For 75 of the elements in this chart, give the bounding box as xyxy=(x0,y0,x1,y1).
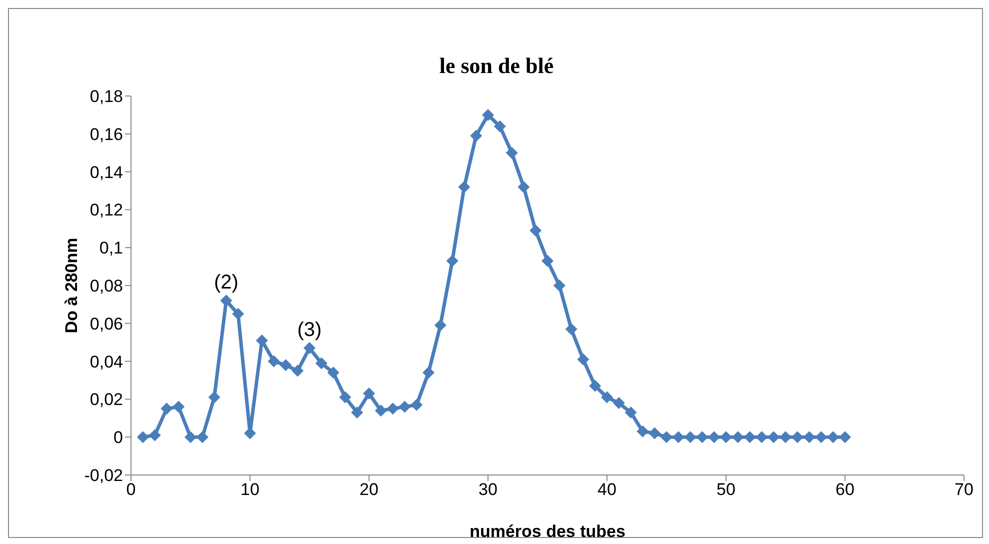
point xyxy=(720,431,732,444)
point xyxy=(648,427,661,440)
x-tick-label: 50 xyxy=(716,480,736,500)
x-tick-label: 30 xyxy=(478,480,498,500)
point xyxy=(398,400,411,413)
annotation: (2) xyxy=(214,272,238,294)
point xyxy=(232,308,244,320)
y-tick-label: 0,14 xyxy=(90,162,123,182)
point xyxy=(696,431,708,444)
point xyxy=(780,431,792,444)
point xyxy=(589,380,602,392)
point xyxy=(184,431,196,444)
point xyxy=(660,431,672,444)
point xyxy=(506,146,518,159)
point xyxy=(292,364,304,377)
x-tick-label: 60 xyxy=(836,480,854,500)
chart-title: le son de blé xyxy=(438,53,555,79)
y-tick-label: -0,02 xyxy=(84,466,123,486)
y-axis-title: Do à 280nm xyxy=(62,238,82,334)
y-tick-label: 0,18 xyxy=(90,87,123,106)
point xyxy=(815,431,828,444)
point xyxy=(422,366,434,379)
point xyxy=(327,366,340,379)
point xyxy=(351,406,364,418)
point xyxy=(601,391,613,404)
y-tick-label: 0 xyxy=(114,428,123,448)
point xyxy=(494,120,506,132)
point xyxy=(374,404,387,417)
y-tick-label: 0,04 xyxy=(90,352,123,372)
point xyxy=(803,431,816,444)
point xyxy=(172,400,185,413)
point xyxy=(280,359,292,372)
point xyxy=(458,180,470,193)
point xyxy=(363,388,375,400)
y-tick-label: 0,12 xyxy=(90,200,123,220)
point xyxy=(315,357,328,370)
y-tick-label: 0,16 xyxy=(90,124,123,144)
y-tick-label: 0,02 xyxy=(90,390,123,410)
y-tick-label: 0,08 xyxy=(90,276,123,296)
point xyxy=(470,130,482,142)
point xyxy=(148,429,161,442)
point xyxy=(756,431,768,444)
point xyxy=(386,402,399,415)
point xyxy=(410,398,423,411)
point xyxy=(160,402,173,415)
point xyxy=(482,108,494,121)
x-tick-label: 20 xyxy=(360,480,378,500)
point xyxy=(268,355,280,368)
point xyxy=(624,406,637,418)
point xyxy=(434,319,446,332)
point xyxy=(339,391,352,404)
point xyxy=(636,425,649,438)
point xyxy=(446,254,458,267)
point xyxy=(530,224,542,237)
point xyxy=(684,431,696,444)
point xyxy=(612,396,625,409)
point xyxy=(136,431,149,444)
point xyxy=(744,431,756,444)
point xyxy=(577,353,590,366)
point xyxy=(518,180,530,193)
y-tick-label: 0,06 xyxy=(90,314,123,334)
point xyxy=(553,280,566,292)
y-tick-label: 0,1 xyxy=(99,238,123,258)
point xyxy=(565,323,578,336)
point xyxy=(839,431,851,444)
point xyxy=(220,294,232,307)
annotation: (3) xyxy=(297,319,322,342)
x-axis-title: numéros des tubes xyxy=(470,522,626,541)
x-tick-label: 70 xyxy=(954,480,974,500)
point xyxy=(542,254,554,267)
x-tick-label: 0 xyxy=(126,480,136,500)
x-tick-label: 10 xyxy=(240,480,260,500)
point xyxy=(208,391,220,404)
point xyxy=(304,342,316,354)
x-tick-label: 40 xyxy=(598,480,616,500)
